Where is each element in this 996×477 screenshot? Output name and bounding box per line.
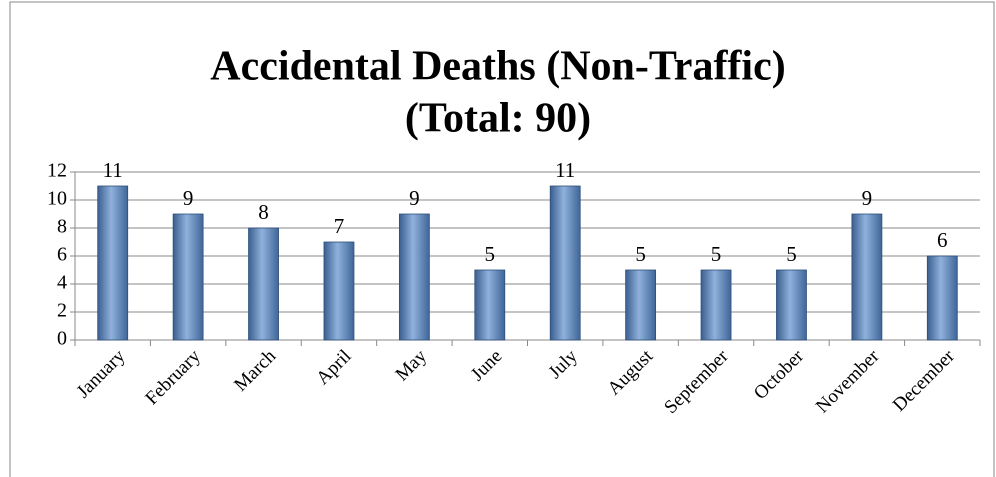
value-label: 11 bbox=[103, 158, 123, 182]
bar bbox=[97, 185, 129, 341]
value-label: 5 bbox=[711, 242, 722, 266]
x-tick-label: July bbox=[545, 345, 583, 383]
value-label: 11 bbox=[555, 158, 575, 182]
y-tick-label: 12 bbox=[47, 160, 67, 182]
value-label: 6 bbox=[937, 228, 948, 252]
x-tick-label: February bbox=[141, 345, 205, 409]
value-label: 5 bbox=[786, 242, 797, 266]
y-tick-label: 2 bbox=[57, 300, 67, 322]
y-tick-label: 6 bbox=[57, 244, 67, 266]
bar bbox=[926, 255, 958, 341]
x-tick-label: September bbox=[660, 345, 733, 418]
x-tick-label: April bbox=[312, 346, 355, 389]
bar bbox=[474, 269, 506, 341]
x-tick-label: August bbox=[604, 345, 658, 399]
x-tick-label: June bbox=[467, 346, 506, 385]
bar bbox=[700, 269, 732, 341]
chart-subtitle: (Total: 90) bbox=[405, 96, 591, 142]
bar bbox=[323, 241, 355, 341]
y-tick-label: 10 bbox=[47, 188, 67, 210]
bar bbox=[776, 269, 807, 341]
bar bbox=[851, 213, 883, 341]
chart-title: Accidental Deaths (Non-Traffic) bbox=[210, 44, 785, 90]
value-label: 8 bbox=[258, 200, 269, 224]
x-tick-label: October bbox=[750, 345, 809, 404]
x-tick-label: December bbox=[889, 345, 960, 416]
value-label: 5 bbox=[635, 242, 646, 266]
frame bbox=[9, 1, 995, 477]
y-tick-label: 8 bbox=[57, 216, 67, 238]
value-label: 9 bbox=[183, 186, 194, 210]
x-tick-label: November bbox=[812, 345, 884, 417]
bar bbox=[172, 213, 204, 341]
value-label: 7 bbox=[334, 214, 345, 238]
bar bbox=[398, 213, 430, 341]
y-tick-label: 4 bbox=[57, 272, 67, 294]
x-tick-label: March bbox=[230, 345, 280, 395]
x-tick-label: January bbox=[73, 345, 130, 402]
x-tick-label: May bbox=[392, 345, 432, 385]
value-label: 9 bbox=[862, 186, 873, 210]
value-label: 5 bbox=[485, 242, 496, 266]
value-label: 9 bbox=[409, 186, 420, 210]
bar bbox=[248, 227, 279, 341]
bar bbox=[625, 269, 657, 341]
bar bbox=[549, 185, 581, 341]
y-tick-label: 0 bbox=[57, 328, 67, 350]
